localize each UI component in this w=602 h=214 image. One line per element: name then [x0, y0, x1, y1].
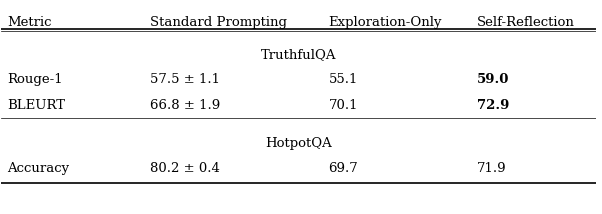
Text: Self-Reflection: Self-Reflection: [477, 16, 575, 29]
Text: 70.1: 70.1: [329, 99, 358, 111]
Text: 66.8 ± 1.9: 66.8 ± 1.9: [150, 99, 220, 111]
Text: HotpotQA: HotpotQA: [265, 137, 332, 150]
Text: 71.9: 71.9: [477, 162, 507, 175]
Text: 69.7: 69.7: [329, 162, 358, 175]
Text: 59.0: 59.0: [477, 73, 509, 86]
Text: BLEURT: BLEURT: [7, 99, 66, 111]
Text: Exploration-Only: Exploration-Only: [329, 16, 442, 29]
Text: 55.1: 55.1: [329, 73, 358, 86]
Text: 57.5 ± 1.1: 57.5 ± 1.1: [150, 73, 220, 86]
Text: Metric: Metric: [7, 16, 52, 29]
Text: Rouge-1: Rouge-1: [7, 73, 63, 86]
Text: Standard Prompting: Standard Prompting: [150, 16, 287, 29]
Text: Accuracy: Accuracy: [7, 162, 69, 175]
Text: TruthfulQA: TruthfulQA: [261, 48, 337, 61]
Text: 72.9: 72.9: [477, 99, 509, 111]
Text: 80.2 ± 0.4: 80.2 ± 0.4: [150, 162, 220, 175]
